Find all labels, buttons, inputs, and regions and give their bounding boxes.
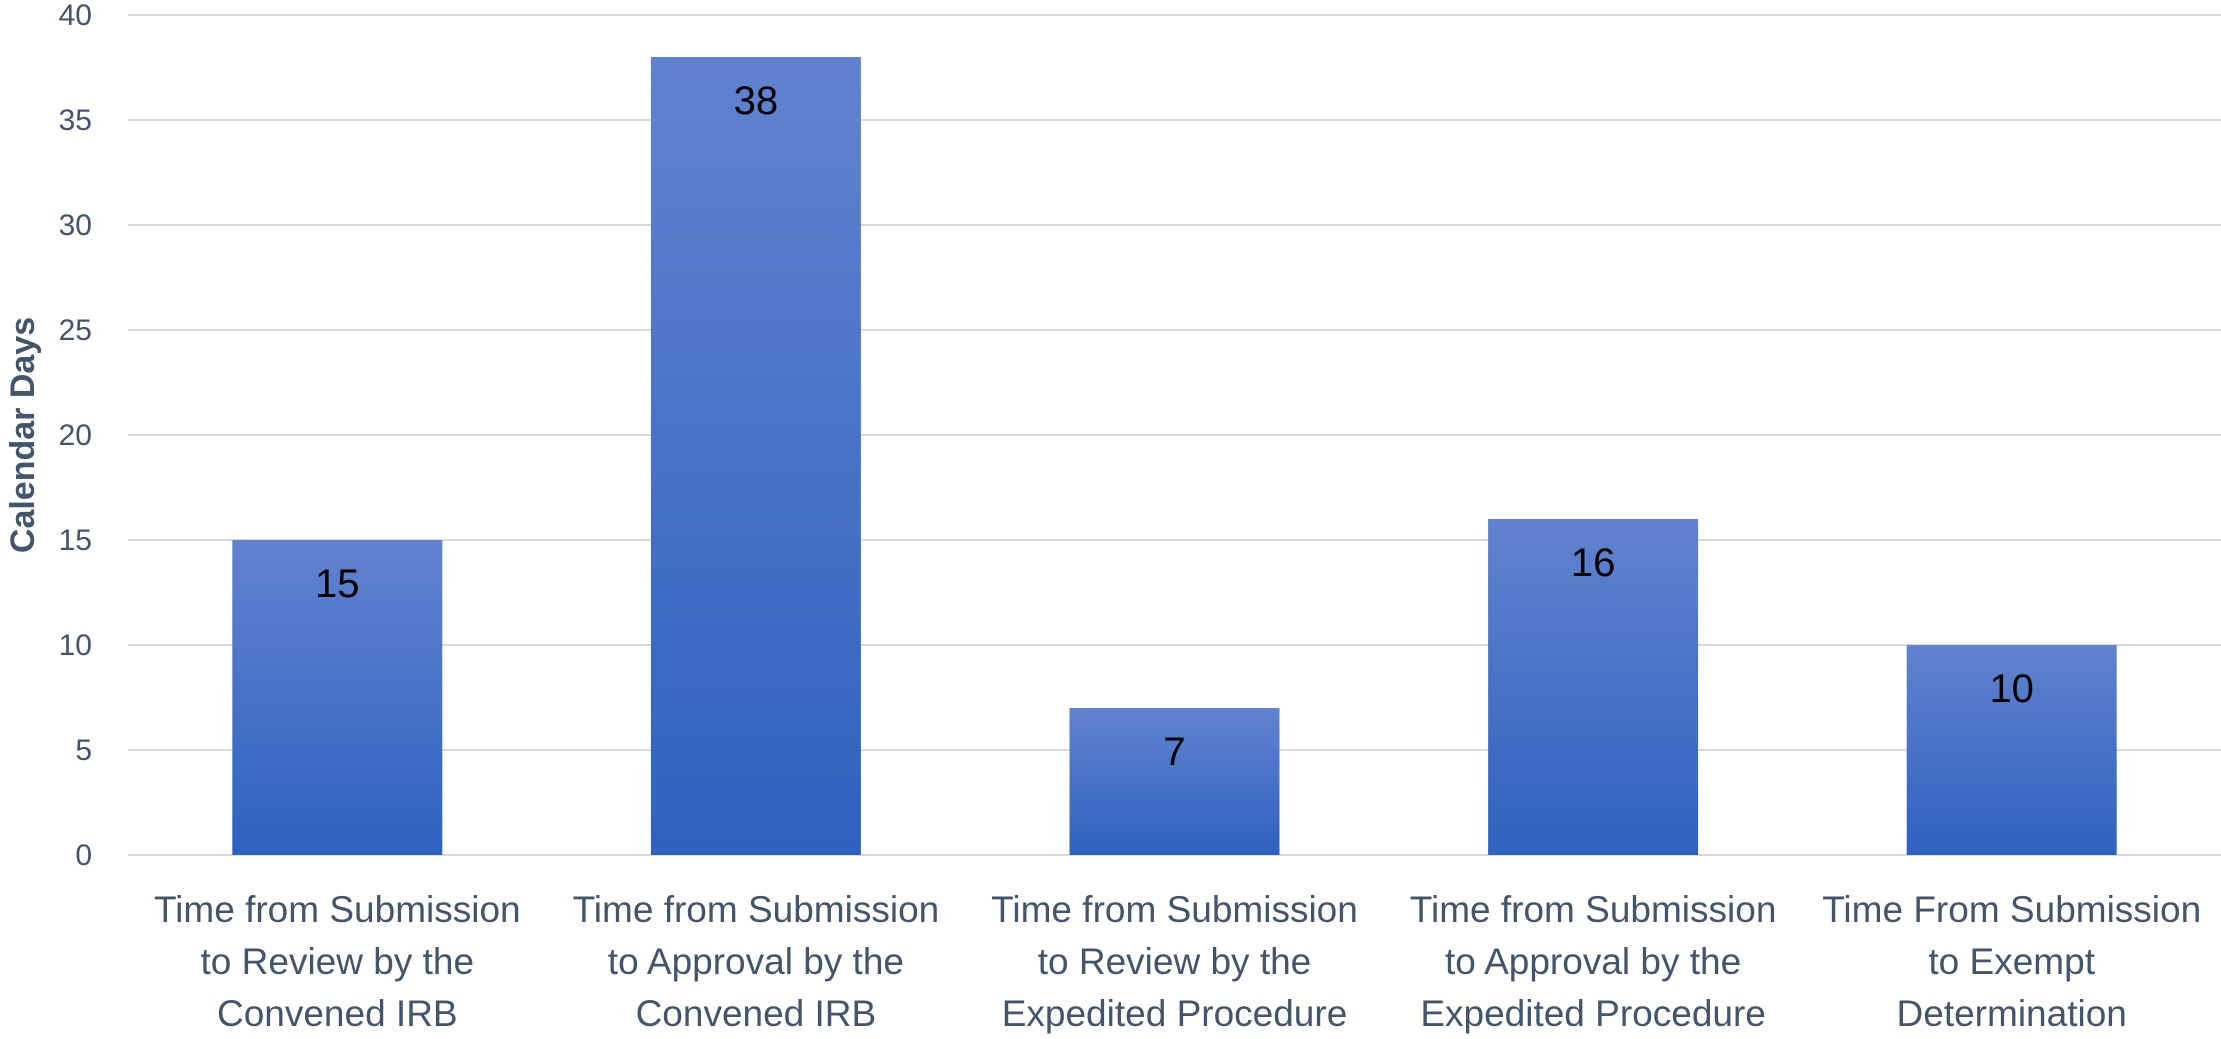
y-tick-label: 5 xyxy=(75,734,92,767)
data-label: 7 xyxy=(1163,730,1185,774)
y-tick-label: 20 xyxy=(59,419,92,452)
data-label: 16 xyxy=(1571,541,1616,585)
y-axis-title: Calendar Days xyxy=(4,317,42,553)
category-label: Time From Submission to Exempt Determinati… xyxy=(1822,889,2201,1034)
data-labels: 15 38 7 16 10 xyxy=(315,79,2034,774)
bar xyxy=(1906,645,2117,855)
y-tick-label: 25 xyxy=(59,314,92,347)
data-label: 15 xyxy=(315,562,360,606)
y-tick-label: 30 xyxy=(59,209,92,242)
y-tick-label: 15 xyxy=(59,524,92,557)
bar xyxy=(232,540,443,855)
bar xyxy=(1069,708,1280,855)
y-tick-label: 10 xyxy=(59,629,92,662)
y-tick-label: 40 xyxy=(59,0,92,32)
data-label: 38 xyxy=(734,79,779,123)
category-label: Time from Submission to Review by the Conv… xyxy=(154,889,521,1034)
category-label: Time from Submission to Approval by the Co… xyxy=(573,889,940,1034)
category-label: Time from Submission to Approval by the Ex… xyxy=(1410,889,1777,1034)
bars xyxy=(232,57,2117,855)
bar xyxy=(1488,519,1699,855)
y-tick-label: 35 xyxy=(59,104,92,137)
bar xyxy=(650,57,861,855)
y-axis-tick-labels: 0 5 10 15 20 25 30 35 40 xyxy=(59,0,92,872)
category-label: Time from Submission to Review by the Expe… xyxy=(991,889,1358,1034)
gridlines xyxy=(128,14,2221,856)
data-label: 10 xyxy=(1989,667,2034,711)
y-tick-label: 0 xyxy=(75,839,92,872)
x-axis-category-labels: Time from Submission to Review by the Conv… xyxy=(154,889,2201,1034)
